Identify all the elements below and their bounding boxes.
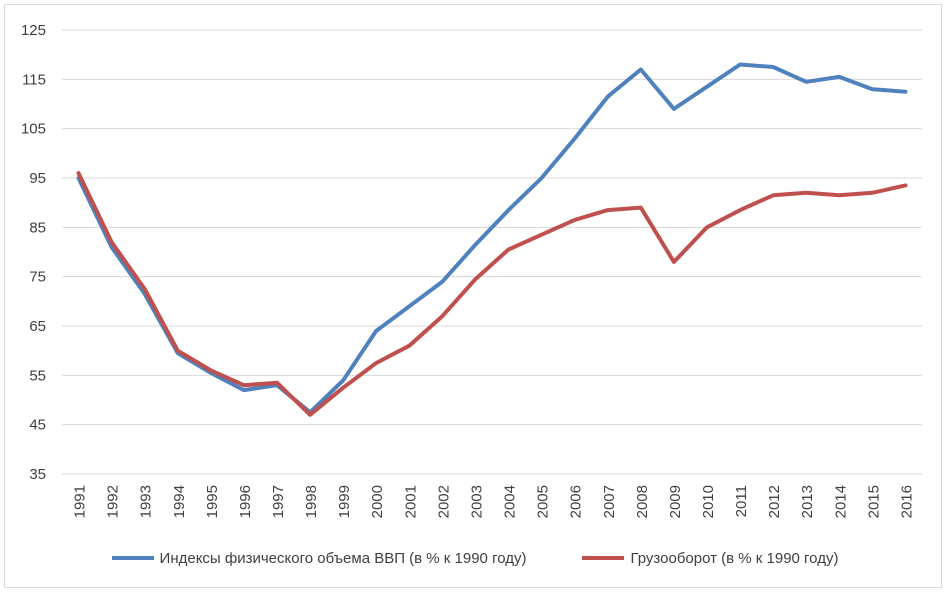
x-tick-label: 1994 [171, 485, 188, 518]
x-tick-label: 2000 [369, 485, 386, 518]
x-tick-label: 1993 [138, 485, 155, 518]
y-tick-label: 85 [29, 219, 46, 236]
legend-item-gdp: Индексы физического объема ВВП (в % к 19… [111, 549, 527, 567]
x-tick-label: 2002 [435, 485, 452, 518]
x-tick-label: 2012 [766, 485, 783, 518]
x-tick-label: 1997 [270, 485, 287, 518]
x-tick-label: 2011 [733, 485, 750, 517]
y-tick-label: 45 [29, 417, 46, 434]
y-tick-label: 125 [21, 22, 46, 39]
x-tick-label: 1995 [204, 485, 221, 518]
x-tick-label: 2016 [898, 485, 915, 518]
x-tick-label: 1996 [237, 485, 254, 518]
y-tick-label: 55 [29, 367, 46, 384]
x-tick-label: 2014 [832, 485, 849, 518]
legend-label-gdp: Индексы физического объема ВВП (в % к 19… [159, 549, 527, 567]
x-tick-label: 2015 [865, 485, 882, 518]
legend-label-freight: Грузооборот (в % к 1990 году) [630, 549, 839, 567]
gridlines [62, 29, 922, 475]
x-tick-label: 2008 [634, 485, 651, 518]
y-tick-label: 115 [22, 71, 46, 88]
x-tick-label: 2009 [667, 485, 684, 518]
x-tick-label: 2004 [502, 485, 519, 518]
x-axis-tick-labels: 1991 1992 1993 1994 1995 1996 1997 1998 1999 2000… [72, 485, 916, 518]
y-tick-label: 65 [29, 318, 46, 335]
series-lines [76, 62, 908, 417]
x-tick-label: 1999 [336, 485, 353, 518]
x-tick-label: 2005 [535, 485, 552, 518]
y-tick-label: 105 [21, 121, 46, 138]
y-tick-label: 35 [29, 466, 46, 483]
y-axis-tick-labels: 35 45 55 65 75 85 95 105 115 125 [21, 22, 46, 483]
x-tick-label: 2006 [568, 485, 585, 518]
x-tick-label: 1991 [72, 485, 89, 518]
y-tick-label: 75 [29, 269, 46, 286]
x-tick-label: 2013 [799, 485, 816, 518]
y-tick-label: 95 [29, 170, 46, 187]
x-tick-label: 2003 [468, 485, 485, 518]
legend: Индексы физического объема ВВП (в % к 19… [0, 546, 950, 570]
x-tick-label: 1998 [303, 485, 320, 518]
legend-swatch-gdp [111, 556, 154, 560]
chart-frame [4, 4, 942, 588]
legend-item-freight: Грузооборот (в % к 1990 году) [582, 550, 838, 567]
x-tick-label: 1992 [105, 485, 122, 518]
series-line-freight-turnover [76, 171, 908, 417]
series-line-gdp-index [76, 62, 908, 415]
x-tick-label: 2007 [601, 485, 618, 518]
legend-swatch-freight [582, 556, 625, 560]
x-tick-label: 2010 [700, 485, 717, 518]
x-tick-label: 2001 [402, 485, 419, 518]
